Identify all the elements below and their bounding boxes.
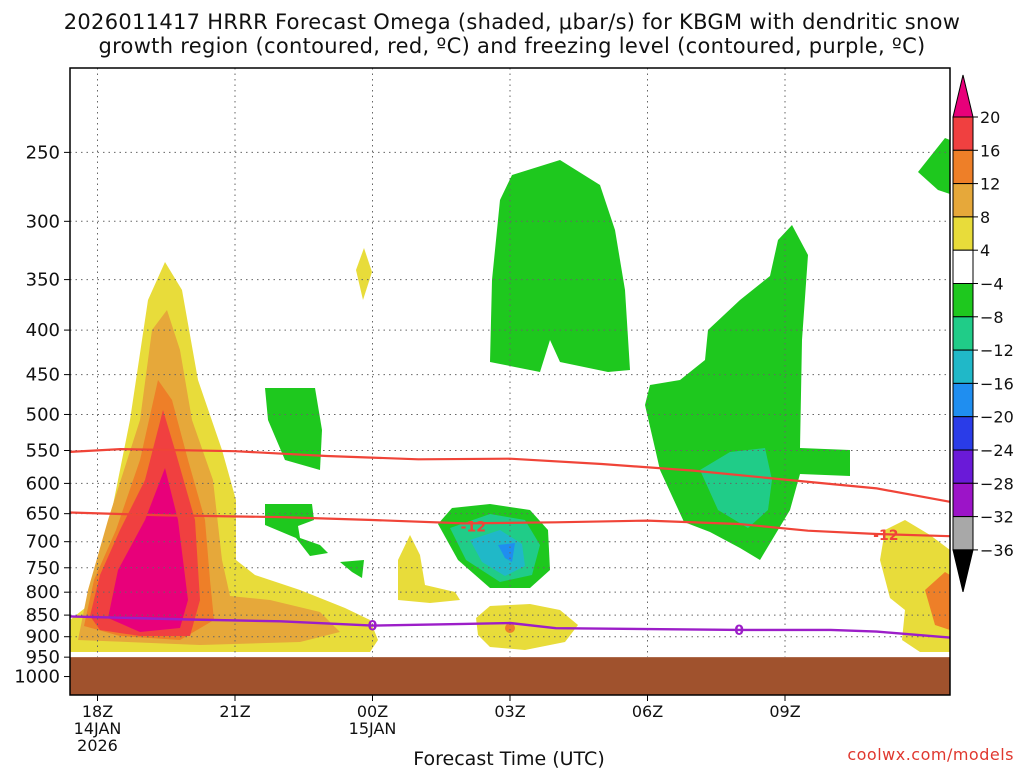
y-tick-label: 800 — [26, 582, 60, 603]
omega-region-neg-4-b — [645, 225, 850, 560]
contour-lines: -12 -12 0 0 — [69, 447, 951, 639]
x-tick-label: 2026 — [77, 736, 118, 755]
colorbar-label: −28 — [980, 474, 1014, 493]
colorbar-label: 8 — [980, 208, 990, 227]
contour-label: 0 — [734, 623, 744, 639]
omega-shading-layer — [70, 138, 950, 652]
colorbar-label: −20 — [980, 408, 1014, 427]
omega-region-neg-4-f — [340, 560, 364, 578]
colorbar-band — [952, 349, 974, 384]
y-tick-label: 550 — [26, 441, 60, 462]
chart-gridlines — [70, 68, 950, 658]
colorbar-label: −8 — [980, 308, 1004, 327]
colorbar-band — [952, 249, 974, 284]
chart-title-line-2: growth region (contoured, red, ºC) and f… — [98, 34, 926, 58]
omega-region-8-dot — [505, 623, 515, 633]
omega-region-8-right — [925, 572, 950, 630]
colorbar-label: −12 — [980, 341, 1014, 360]
colorbar-band — [952, 482, 974, 518]
colorbar-bottom-arrow — [952, 549, 974, 593]
colorbar-band — [952, 283, 974, 318]
omega-region-neg-4-e — [265, 504, 328, 556]
source-credit: coolwx.com/models — [847, 745, 1014, 764]
colorbar-band — [952, 216, 974, 251]
y-tick-label: 950 — [26, 647, 60, 668]
omega-region-4-small-a — [356, 248, 372, 300]
colorbar-label: −24 — [980, 441, 1014, 460]
x-tick-label: 09Z — [769, 702, 800, 721]
colorbar-band — [952, 183, 974, 218]
dgz-contour-line — [69, 447, 951, 503]
colorbar-band — [952, 149, 974, 185]
omega-region-neg-16-c — [498, 543, 515, 562]
y-tick-label: 450 — [26, 365, 60, 386]
omega-colorbar: 20 16 12 8 4 −4 −8 −12 −16 −20 −24 −28 −32 −36 — [952, 74, 1014, 593]
colorbar-label: −16 — [980, 374, 1014, 393]
colorbar-band — [952, 449, 974, 484]
omega-region-4-small-b — [398, 535, 460, 603]
plot-frame — [69, 67, 951, 696]
x-tick-label: 21Z — [219, 702, 250, 721]
colorbar-band — [952, 382, 974, 418]
y-tick-label: 400 — [26, 320, 60, 341]
chart-title-line-1: 2026011417 HRRR Forecast Omega (shaded, … — [63, 10, 961, 34]
x-tick-label: 06Z — [632, 702, 663, 721]
y-tick-label: 350 — [26, 270, 60, 291]
contour-label: -12 — [873, 528, 898, 544]
omega-region-neg-8-b — [700, 448, 772, 528]
x-tick-label: 03Z — [494, 702, 525, 721]
y-tick-label: 850 — [26, 605, 60, 626]
colorbar-top-arrow — [952, 74, 974, 118]
contour-label: 0 — [368, 619, 378, 635]
y-tick-label: 650 — [26, 504, 60, 525]
y-tick-label: 300 — [26, 211, 60, 232]
colorbar-band — [952, 316, 974, 351]
colorbar-label: −4 — [980, 275, 1004, 294]
omega-region-4-small-c — [476, 604, 578, 650]
y-tick-label: 500 — [26, 404, 60, 425]
colorbar-label: −36 — [980, 541, 1014, 560]
colorbar-band — [952, 416, 974, 451]
y-tick-label: 750 — [26, 558, 60, 579]
axis-ticks: 2503003504004505005506006507007508008509… — [14, 142, 801, 755]
dgz-contour-line — [69, 511, 951, 538]
freezing-level-contour-line — [69, 615, 951, 639]
colorbar-label: 16 — [980, 141, 1000, 160]
colorbar-band — [952, 516, 974, 551]
x-axis-label: Forecast Time (UTC) — [413, 748, 604, 768]
omega-region-4-right — [880, 520, 950, 652]
y-tick-label: 700 — [26, 532, 60, 553]
omega-region-neg-4-d — [265, 388, 322, 470]
y-tick-label: 1000 — [14, 667, 60, 688]
x-tick-label: 18Z — [82, 702, 113, 721]
x-tick-label: 15JAN — [349, 719, 397, 738]
colorbar-label: 4 — [980, 241, 990, 260]
omega-region-neg-4-a — [490, 160, 630, 372]
contour-label: -12 — [461, 519, 486, 535]
omega-region-20 — [108, 468, 188, 632]
y-tick-label: 250 — [26, 142, 60, 163]
colorbar-band — [952, 116, 974, 151]
y-tick-label: 600 — [26, 473, 60, 494]
colorbar-label: 20 — [980, 108, 1000, 127]
colorbar-label: −32 — [980, 508, 1014, 527]
below-ground-fill — [70, 657, 950, 695]
omega-region-neg-4-g — [918, 138, 950, 194]
colorbar-label: 12 — [980, 175, 1000, 194]
x-tick-label: 00Z — [357, 702, 388, 721]
y-tick-label: 900 — [26, 627, 60, 648]
x-tick-label: 14JAN — [74, 719, 122, 738]
